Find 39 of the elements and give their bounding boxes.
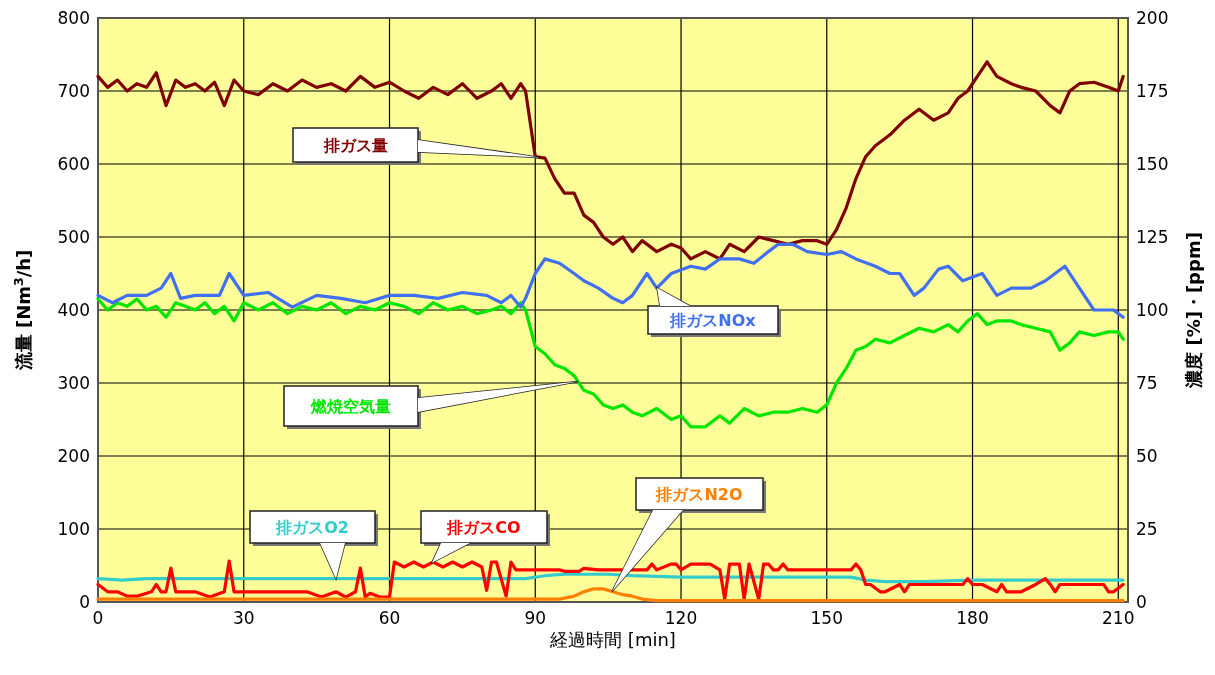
y-tick-label: 500	[57, 227, 90, 247]
y2-tick-label: 0	[1136, 592, 1147, 612]
x-tick-label: 60	[378, 608, 401, 628]
y-tick-label: 400	[57, 300, 90, 320]
x-tick-label: 120	[664, 608, 698, 628]
series-label: 排ガスNOx	[669, 311, 757, 330]
x-tick-label: 90	[524, 608, 547, 628]
line-series	[96, 559, 1125, 601]
y2-tick-label: 50	[1136, 446, 1158, 466]
x-tick-label: 180	[956, 608, 989, 628]
line-series	[96, 587, 1125, 603]
series-label: 排ガスCO	[446, 518, 521, 537]
y-tick-label: 200	[57, 446, 90, 466]
y-tick-label: 600	[57, 154, 90, 174]
y2-tick-label: 150	[1136, 154, 1169, 174]
y2-tick-label: 125	[1136, 227, 1169, 247]
y-tick-label: 0	[79, 592, 90, 612]
x-tick-label: 210	[1102, 608, 1135, 628]
line-series	[96, 572, 1125, 584]
y2-tick-label: 75	[1136, 373, 1158, 393]
y-tick-label: 300	[57, 373, 90, 393]
text: 排ガスN2O	[655, 485, 743, 504]
x-tick-label: 0	[92, 608, 104, 628]
y-tick-label: 800	[57, 8, 90, 28]
y2-tick-label: 100	[1136, 300, 1169, 320]
x-tick-label: 150	[810, 608, 843, 628]
y2-tick-label: 200	[1136, 8, 1169, 28]
y-tick-label: 700	[57, 81, 90, 101]
line-series	[96, 60, 1125, 261]
x-tick-label: 30	[232, 608, 255, 628]
line-series	[96, 297, 1125, 429]
y2-axis-title: 濃度 [%]・[ppm]	[1183, 232, 1204, 389]
text: 燃焼空気量	[310, 397, 391, 416]
y-tick-label: 100	[57, 519, 90, 539]
x-axis-title: 経過時間 [min]	[549, 629, 676, 650]
y2-tick-label: 25	[1136, 519, 1158, 539]
y2-tick-label: 175	[1136, 81, 1169, 101]
text: 排ガス量	[322, 136, 388, 155]
text: 排ガスO2	[275, 518, 349, 537]
